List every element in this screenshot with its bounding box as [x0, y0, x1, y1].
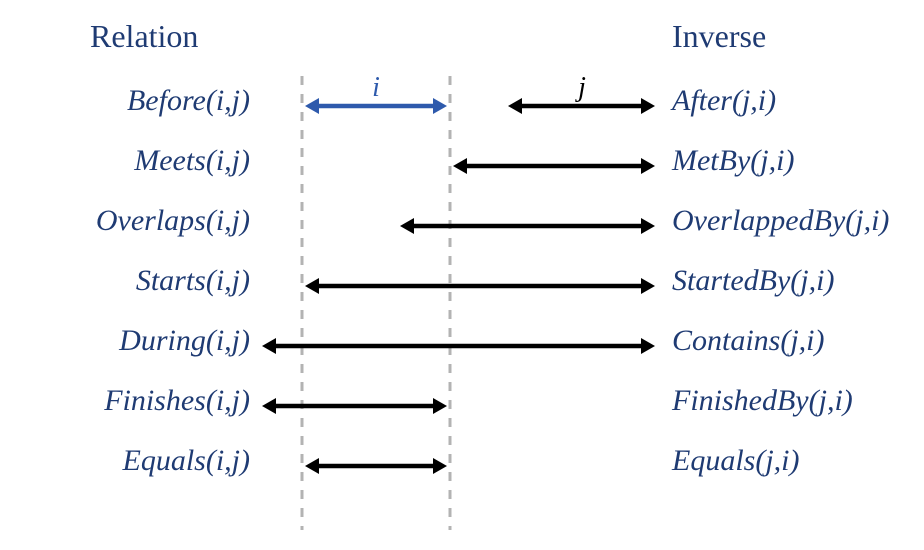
row-2-arrow-head-left — [400, 218, 414, 234]
row-5-arrow-head-left — [262, 398, 276, 414]
row-4-arrow-head-right — [641, 338, 655, 354]
row-2-arrow-head-right — [641, 218, 655, 234]
relation-label-row-5: Finishes(i,j) — [104, 384, 250, 418]
inverse-label-row-6: Equals(j,i) — [672, 444, 800, 478]
row-3-arrow-head-right — [641, 278, 655, 294]
relation-label-row-0: Before(i,j) — [127, 84, 250, 118]
row-1-arrow-head-left — [453, 158, 467, 174]
inverse-label-row-4: Contains(j,i) — [672, 324, 825, 358]
row-6-arrow-head-right — [433, 458, 447, 474]
inverse-label-row-0: After(j,i) — [672, 84, 776, 118]
interval-j-arrow-head-left — [508, 98, 522, 114]
row-4-arrow-head-left — [262, 338, 276, 354]
row-3-arrow-head-left — [305, 278, 319, 294]
interval-i-label: i — [372, 72, 380, 103]
inverse-label-row-1: MetBy(j,i) — [672, 144, 794, 178]
relation-label-row-1: Meets(i,j) — [134, 144, 250, 178]
inverse-label-row-3: StartedBy(j,i) — [672, 264, 834, 298]
diagram-stage: Relation Inverse ij Before(i,j)After(j,i… — [0, 0, 924, 550]
inverse-label-row-2: OverlappedBy(j,i) — [672, 204, 889, 238]
relation-label-row-4: During(i,j) — [119, 324, 250, 358]
interval-i-arrow-head-left — [305, 98, 319, 114]
interval-i-arrow-head-right — [433, 98, 447, 114]
row-1-arrow-head-right — [641, 158, 655, 174]
inverse-label-row-5: FinishedBy(j,i) — [672, 384, 853, 418]
row-5-arrow-head-right — [433, 398, 447, 414]
row-6-arrow-head-left — [305, 458, 319, 474]
interval-j-arrow-head-right — [641, 98, 655, 114]
relation-label-row-6: Equals(i,j) — [123, 444, 251, 478]
relation-label-row-2: Overlaps(i,j) — [96, 204, 250, 238]
relation-label-row-3: Starts(i,j) — [136, 264, 250, 298]
interval-j-label: j — [575, 72, 586, 103]
